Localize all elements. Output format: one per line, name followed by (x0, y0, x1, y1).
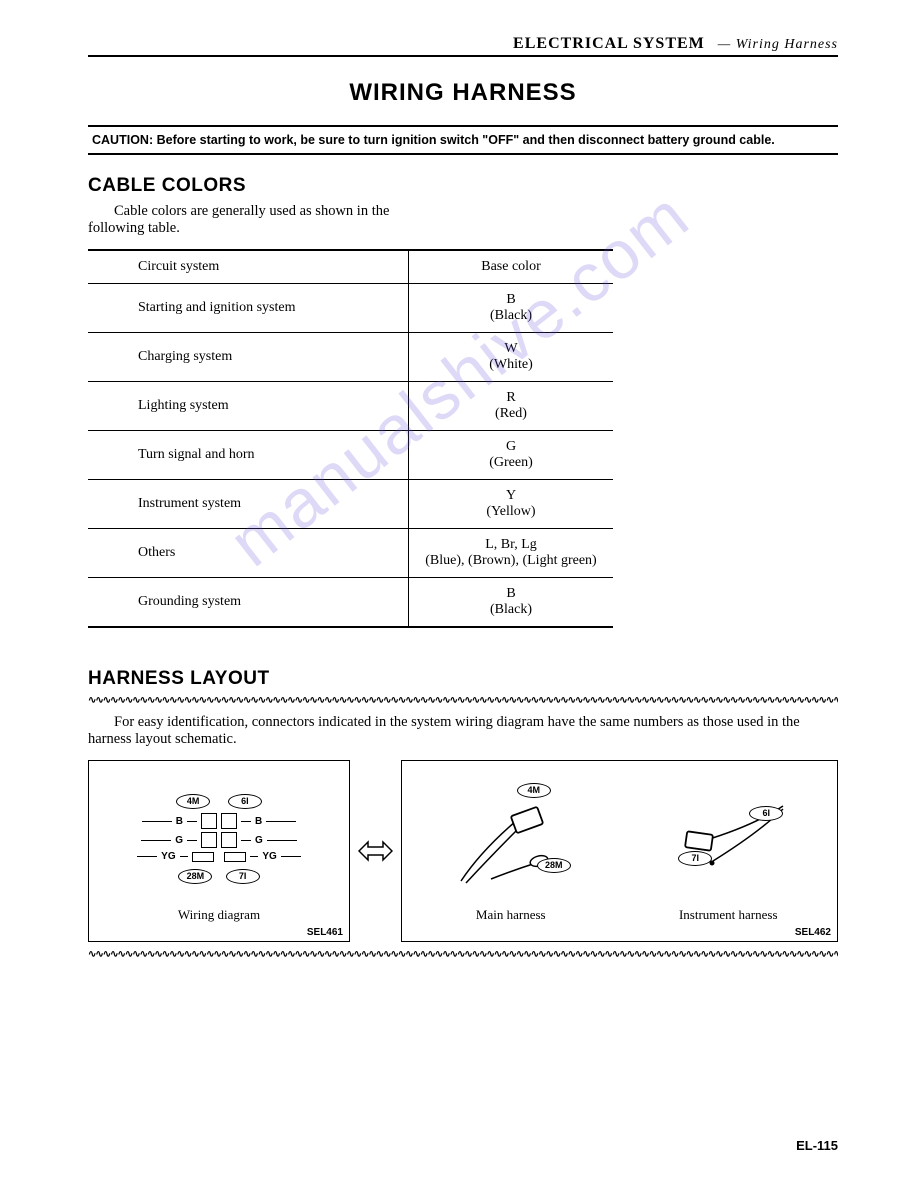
double-arrow-icon (358, 760, 393, 942)
caution-label: CAUTION: (92, 133, 153, 147)
figure-ref: SEL461 (307, 927, 343, 938)
main-title: WIRING HARNESS (88, 79, 838, 107)
figure-ref: SEL462 (795, 927, 831, 938)
base-color-cell: R(Red) (409, 382, 614, 431)
connector-label: 4M (176, 794, 210, 809)
circuit-system-cell: Instrument system (88, 480, 409, 529)
circuit-system-cell: Others (88, 529, 409, 578)
instrument-harness-panel: 6I 7I Instrument harness SEL462 (620, 761, 838, 941)
circuit-system-cell: Starting and ignition system (88, 284, 409, 333)
base-color-cell: G(Green) (409, 431, 614, 480)
caution-box: CAUTION: Before starting to work, be sur… (88, 125, 838, 155)
table-row: Instrument systemY(Yellow) (88, 480, 613, 529)
circuit-system-cell: Lighting system (88, 382, 409, 431)
base-color-cell: B(Black) (409, 578, 614, 628)
base-color-cell: L, Br, Lg(Blue), (Brown), (Light green) (409, 529, 614, 578)
wiring-schematic: 4M 6I B B G G YG YG (119, 791, 319, 884)
figure-caption: Wiring diagram (89, 907, 349, 923)
header-section: ELECTRICAL SYSTEM (513, 35, 705, 52)
base-color-cell: B(Black) (409, 284, 614, 333)
cable-colors-table: Circuit system Base color Starting and i… (88, 249, 613, 628)
table-header-circuit: Circuit system (88, 250, 409, 284)
table-row: OthersL, Br, Lg(Blue), (Brown), (Light g… (88, 529, 613, 578)
base-color-cell: W(White) (409, 333, 614, 382)
cable-colors-intro: Cable colors are generally used as shown… (88, 203, 408, 237)
table-row: Charging systemW(White) (88, 333, 613, 382)
figure-caption: Instrument harness (620, 907, 838, 923)
connector-label: 28M (537, 858, 571, 873)
circuit-system-cell: Turn signal and horn (88, 431, 409, 480)
connector-label: 6I (749, 806, 783, 821)
table-row: Lighting systemR(Red) (88, 382, 613, 431)
harness-layout-intro: For easy identification, connectors indi… (88, 714, 838, 748)
table-header-color: Base color (409, 250, 614, 284)
table-row: Grounding systemB(Black) (88, 578, 613, 628)
page-number: EL-115 (796, 1138, 838, 1153)
section-heading-harness-layout: HARNESS LAYOUT (88, 668, 838, 690)
section-heading-cable-colors: CABLE COLORS (88, 175, 838, 197)
table-row: Starting and ignition systemB(Black) (88, 284, 613, 333)
connector-label: 7I (226, 869, 260, 884)
connector-label: 7I (678, 851, 712, 866)
figure-wiring-diagram: 4M 6I B B G G YG YG (88, 760, 350, 942)
table-row: Turn signal and hornG(Green) (88, 431, 613, 480)
circuit-system-cell: Charging system (88, 333, 409, 382)
header-subsection: — Wiring Harness (718, 37, 838, 52)
layout-figures: 4M 6I B B G G YG YG (88, 760, 838, 942)
connector-label: 28M (178, 869, 212, 884)
base-color-cell: Y(Yellow) (409, 480, 614, 529)
wavy-divider-top: ∿∿∿∿∿∿∿∿∿∿∿∿∿∿∿∿∿∿∿∿∿∿∿∿∿∿∿∿∿∿∿∿∿∿∿∿∿∿∿∿… (88, 696, 838, 706)
wavy-divider-bottom: ∿∿∿∿∿∿∿∿∿∿∿∿∿∿∿∿∿∿∿∿∿∿∿∿∿∿∿∿∿∿∿∿∿∿∿∿∿∿∿∿… (88, 950, 838, 960)
page-header: ELECTRICAL SYSTEM — Wiring Harness (88, 35, 838, 57)
connector-label: 4M (517, 783, 551, 798)
figure-harness-sketches: 4M 28M Main harness 6I (401, 760, 838, 942)
main-harness-panel: 4M 28M Main harness (402, 761, 620, 941)
connector-label: 6I (228, 794, 262, 809)
caution-text: Before starting to work, be sure to turn… (157, 133, 775, 147)
circuit-system-cell: Grounding system (88, 578, 409, 628)
figure-caption: Main harness (402, 907, 620, 923)
